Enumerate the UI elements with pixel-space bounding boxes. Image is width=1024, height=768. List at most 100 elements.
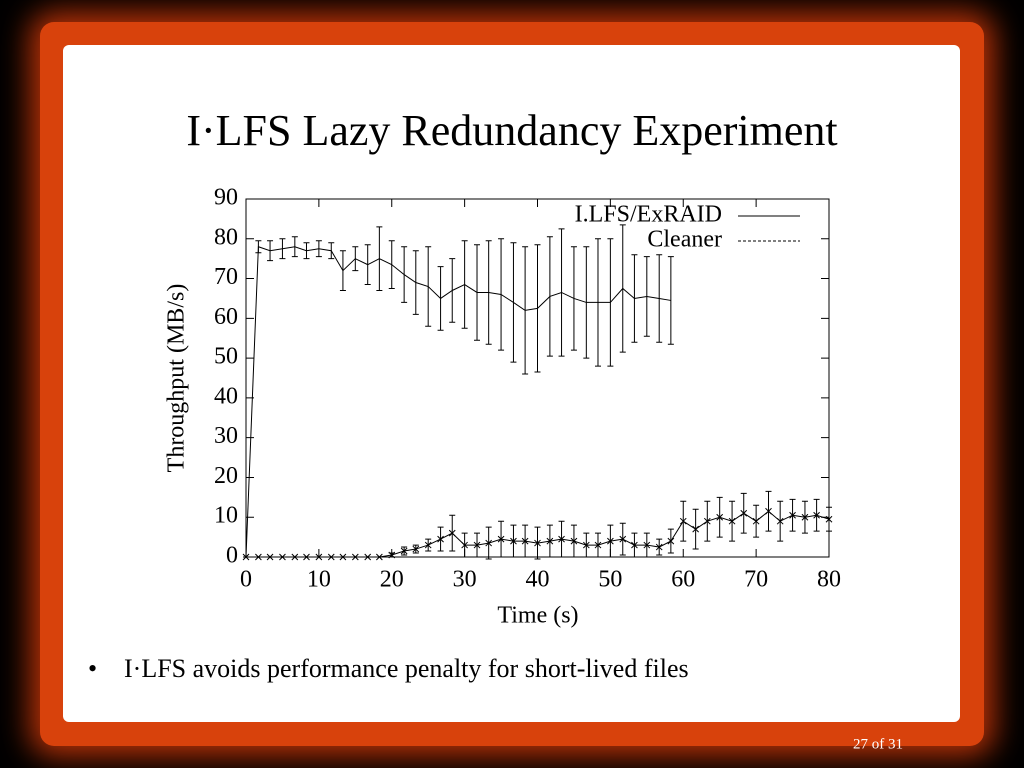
page-number: 27 of 31: [853, 736, 903, 752]
point-marker: [752, 517, 760, 525]
point-marker: [510, 537, 517, 545]
point-marker: [643, 541, 651, 549]
slide-title: I·LFS Lazy Redundancy Experiment: [186, 106, 837, 155]
y-tick-label: 10: [214, 503, 238, 529]
point-marker: [388, 551, 396, 559]
point-marker: [376, 553, 383, 561]
error-bar: [498, 238, 505, 351]
y-tick-label: 90: [214, 185, 238, 211]
point-marker: [521, 537, 529, 545]
bullet-marker: •: [88, 654, 97, 683]
y-tick-label: 0: [226, 543, 238, 569]
y-tick-label: 20: [214, 463, 238, 489]
point-marker: [303, 553, 310, 561]
point-marker: [400, 547, 408, 555]
point-marker: [424, 541, 432, 549]
error-bar: [303, 242, 310, 260]
point-marker: [497, 535, 505, 543]
point-marker: [473, 541, 481, 549]
point-marker: [327, 553, 335, 561]
y-tick-label: 60: [214, 304, 238, 330]
error-bar: [255, 240, 262, 254]
x-tick-label: 20: [380, 567, 404, 593]
error-bar: [267, 240, 274, 262]
point-marker: [266, 553, 274, 561]
point-marker: [594, 541, 602, 549]
error-bar: [364, 244, 371, 286]
point-marker: [485, 539, 493, 547]
point-marker: [582, 541, 590, 549]
point-marker: [534, 539, 541, 547]
y-tick-label: 30: [214, 423, 238, 449]
point-marker: [801, 513, 809, 521]
point-marker: [448, 529, 456, 537]
point-marker: [679, 517, 687, 525]
x-tick-label: 30: [453, 567, 477, 593]
point-marker: [412, 545, 420, 553]
point-marker: [558, 535, 565, 543]
error-bar: [401, 246, 408, 303]
error-bar: [425, 246, 432, 327]
error-bar: [522, 246, 529, 375]
point-marker: [716, 513, 724, 521]
point-marker: [291, 553, 299, 561]
point-marker: [813, 511, 820, 519]
series-line: [245, 246, 671, 558]
error-bar: [461, 240, 468, 329]
y-axis-label: Throughput (MB/s): [164, 284, 190, 473]
error-bar: [534, 244, 541, 373]
point-marker: [364, 553, 372, 561]
point-marker: [546, 537, 554, 545]
error-bar: [291, 236, 298, 258]
y-tick-label: 50: [214, 344, 238, 370]
error-bar: [388, 240, 395, 289]
point-marker: [655, 543, 663, 551]
x-tick-label: 80: [817, 567, 841, 593]
y-tick-label: 80: [214, 224, 238, 250]
error-bar: [667, 256, 674, 345]
point-marker: [339, 553, 347, 561]
error-bar: [339, 250, 346, 291]
error-bar: [510, 242, 517, 363]
error-bar: [328, 242, 335, 260]
error-bar: [474, 244, 481, 341]
point-marker: [765, 507, 772, 515]
point-marker: [461, 541, 468, 549]
error-bar: [376, 226, 383, 291]
error-bar: [583, 246, 590, 359]
x-tick-label: 50: [598, 567, 622, 593]
point-marker: [631, 541, 638, 549]
point-marker: [279, 553, 286, 561]
x-tick-label: 10: [307, 567, 331, 593]
point-marker: [789, 511, 796, 519]
error-bar: [607, 238, 614, 367]
error-bar: [352, 246, 359, 272]
point-marker: [667, 537, 675, 545]
error-bar: [412, 250, 419, 315]
error-bar: [619, 224, 626, 353]
x-tick-label: 40: [526, 567, 550, 593]
point-marker: [242, 553, 250, 561]
x-tick-label: 70: [744, 567, 768, 593]
slide: [63, 45, 960, 722]
error-bar: [546, 236, 553, 357]
y-tick-label: 40: [214, 383, 238, 409]
error-bar: [485, 240, 492, 345]
point-marker: [776, 517, 784, 525]
error-bar: [570, 246, 577, 351]
x-tick-label: 60: [671, 567, 695, 593]
point-marker: [740, 509, 748, 517]
error-bar: [643, 256, 650, 337]
point-marker: [255, 553, 262, 561]
point-marker: [825, 515, 833, 523]
error-bar: [558, 228, 565, 357]
legend-label: I.LFS/ExRAID: [575, 202, 722, 228]
error-bar: [656, 254, 663, 343]
legend-label: Cleaner: [647, 227, 722, 253]
error-bar: [449, 258, 456, 323]
point-marker: [607, 537, 614, 545]
point-marker: [703, 517, 711, 525]
bullet-text: I·LFS avoids performance penalty for sho…: [124, 654, 689, 683]
